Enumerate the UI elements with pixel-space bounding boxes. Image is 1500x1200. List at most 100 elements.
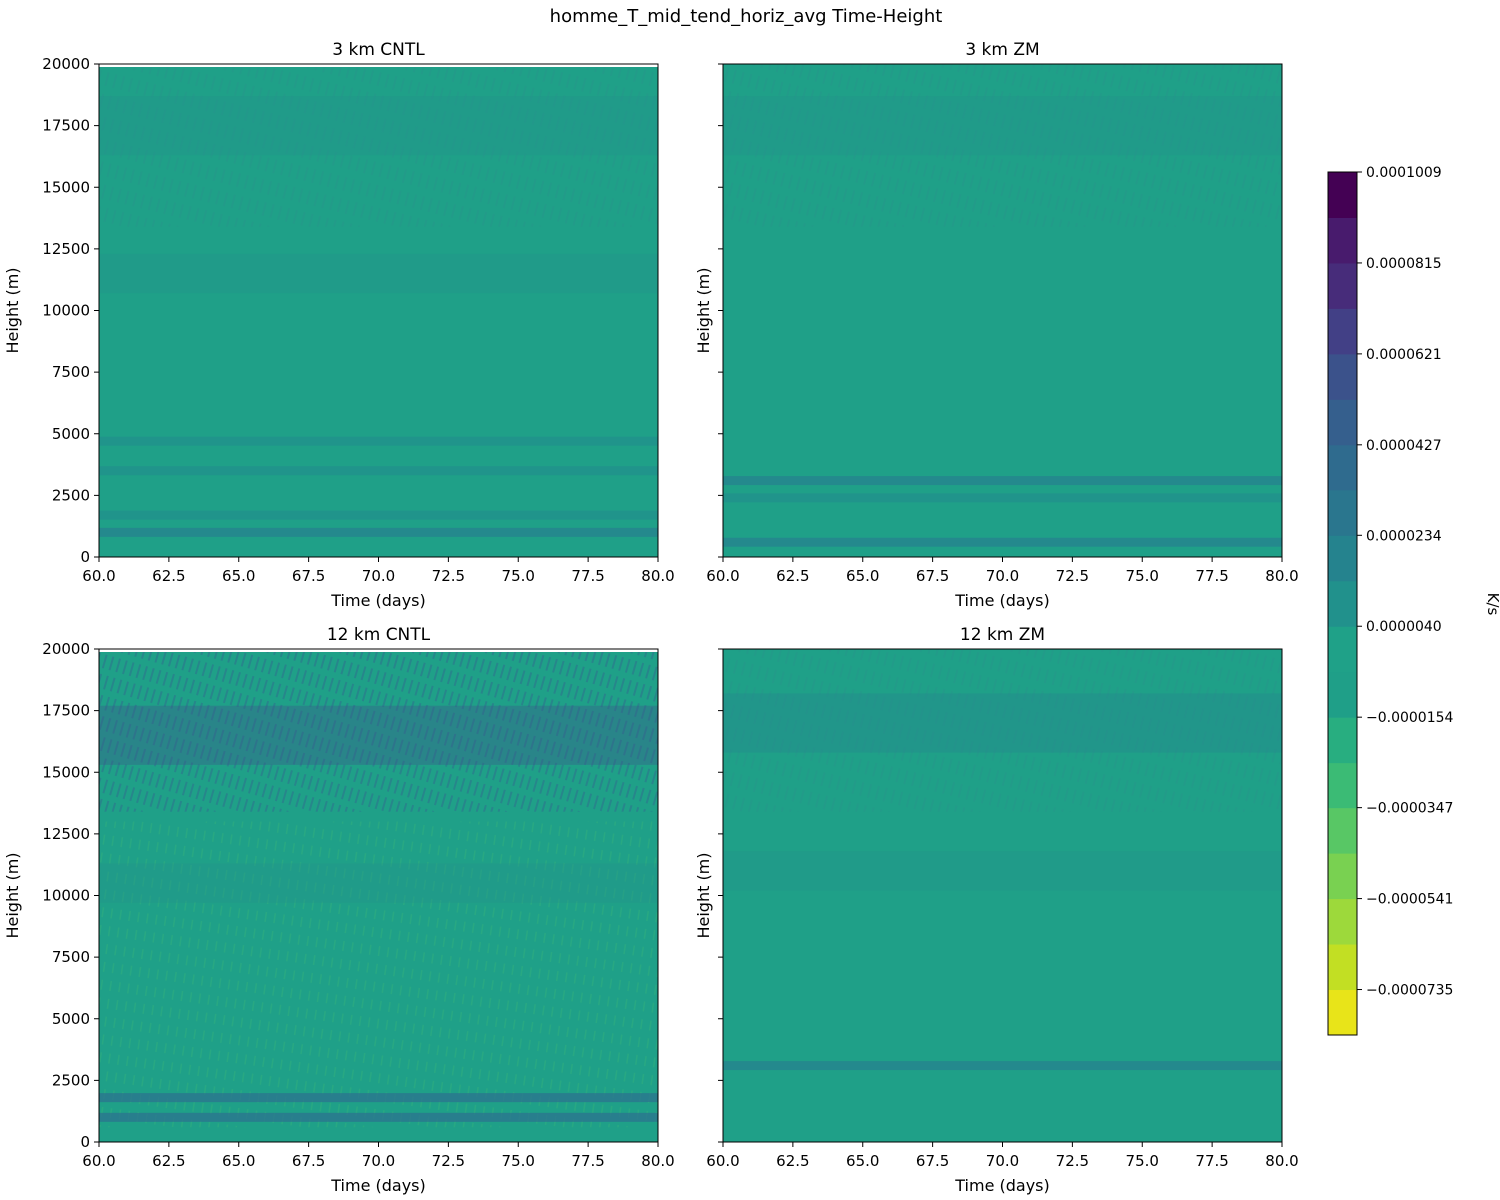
y-axis-label: Height (m) [694,267,713,353]
colorbar-block [1328,399,1357,446]
colorbar-block [1328,172,1357,218]
y-tick-label: 12500 [42,825,90,843]
colorbar-block [1328,353,1357,400]
x-tick-label: 60.0 [706,567,739,585]
x-tick-label: 67.5 [916,1152,949,1170]
x-axis-label: Time (days) [330,591,426,610]
colorbar-block [1328,535,1357,582]
y-tick-label: 0 [80,1133,90,1151]
band-1 [723,1061,1282,1071]
y-tick-label: 0 [80,548,90,566]
colorbar-tick-label: −0.0000154 [1366,710,1454,726]
panels: 3 km CNTL 60.0 62.5 65.0 67.5 70.0 72.5 75.0 77.… [3,40,1299,1195]
band-1 [723,537,1282,547]
y-tick-label: 15000 [42,763,90,781]
x-tick-label: 67.5 [292,1152,325,1170]
model-top-strip [99,64,658,67]
band-2 [723,493,1282,503]
y-tick-label: 10000 [42,887,90,905]
x-tick-label: 72.5 [432,567,465,585]
y-tick-label: 17500 [42,117,90,135]
x-tick-label: 70.0 [362,1152,395,1170]
band-1 [99,1112,658,1122]
x-tick-label: 65.0 [846,1152,879,1170]
colorbar-block [1328,762,1357,809]
x-tick-label: 77.5 [571,1152,604,1170]
panel-upper-texture [99,64,658,227]
band-3 [723,476,1282,486]
x-tick-label: 70.0 [986,567,1019,585]
band-5 [99,253,658,294]
colorbar-tick-label: 0.0001009 [1366,165,1442,181]
band-3 [723,693,1282,753]
x-tick-label: 72.5 [1056,567,1089,585]
colorbar-label: K/s [1484,593,1500,616]
x-tick-label: 67.5 [292,567,325,585]
y-tick-label: 15000 [42,178,90,196]
colorbar-block [1328,944,1357,991]
x-tick-label: 65.0 [222,1152,255,1170]
band-1 [99,527,658,537]
y-tick-label: 7500 [52,948,90,966]
colorbar-tick-label: 0.0000427 [1366,438,1442,454]
x-tick-label: 77.5 [1195,1152,1228,1170]
x-tick-label: 62.5 [776,1152,809,1170]
panel-lower-texture [99,821,658,1128]
colorbar-block [1328,626,1357,673]
x-tick-label: 75.0 [1126,567,1159,585]
colorbar-block [1328,898,1357,945]
colorbar-tick-label: 0.0000815 [1366,256,1442,272]
x-tick-label: 62.5 [776,567,809,585]
colorbar-block [1328,262,1357,309]
panel-title: 12 km CNTL [327,625,431,645]
colorbar-block [1328,580,1357,627]
x-axis-label: Time (days) [330,1176,426,1195]
x-tick-label: 72.5 [432,1152,465,1170]
x-tick-label: 77.5 [1195,567,1228,585]
panel-upper-texture [99,649,658,812]
y-tick-label: 5000 [52,1010,90,1028]
colorbar-block [1328,444,1357,491]
panel-4: 12 km ZM 60.0 62.5 65.0 67.5 70.0 72.5 75.0 77.5… [694,625,1299,1195]
band-4 [99,436,658,446]
y-axis-label: Height (m) [3,267,22,353]
x-tick-label: 75.0 [502,567,535,585]
x-tick-label: 80.0 [1265,567,1298,585]
band-3 [99,863,658,903]
panel-upper-texture [723,64,1282,227]
panel-1: 3 km CNTL 60.0 62.5 65.0 67.5 70.0 72.5 75.0 77.… [3,40,675,610]
band-4 [99,705,658,765]
colorbar-tick-label: −0.0000541 [1366,892,1453,908]
y-tick-label: 2500 [52,486,90,504]
x-tick-label: 60.0 [82,1152,115,1170]
x-tick-label: 77.5 [571,567,604,585]
colorbar-tick-label: 0.0000040 [1366,619,1442,635]
x-tick-label: 62.5 [152,1152,185,1170]
x-tick-label: 60.0 [706,1152,739,1170]
panel-title: 3 km ZM [965,40,1039,60]
x-axis-label: Time (days) [954,591,1050,610]
band-2 [99,1093,658,1103]
y-tick-label: 5000 [52,425,90,443]
colorbar-tick-label: −0.0000735 [1366,983,1453,999]
y-tick-label: 17500 [42,702,90,720]
y-tick-label: 2500 [52,1071,90,1089]
panel-upper-texture [723,649,1282,812]
band-6 [99,96,658,156]
y-axis-label: Height (m) [3,852,22,938]
x-tick-label: 65.0 [222,567,255,585]
colorbar-tick-label: −0.0000347 [1366,801,1453,817]
colorbar: −0.0000735 −0.0000541 −0.0000347 −0.0000154… [1327,165,1500,1036]
colorbar-block [1328,489,1357,536]
colorbar-tick-label: 0.0000234 [1366,528,1442,544]
y-tick-label: 20000 [42,55,90,73]
panel-title: 3 km CNTL [332,40,425,60]
x-tick-label: 62.5 [152,567,185,585]
colorbar-block [1328,717,1357,764]
panel-3: 12 km CNTL 60.0 62.5 65.0 67.5 70.0 72.5 75.0 77… [3,625,675,1195]
x-tick-label: 72.5 [1056,1152,1089,1170]
colorbar-ticks: −0.0000735 −0.0000541 −0.0000347 −0.0000154… [1357,165,1454,999]
colorbar-tick-label: 0.0000621 [1366,347,1442,363]
x-tick-label: 67.5 [916,567,949,585]
